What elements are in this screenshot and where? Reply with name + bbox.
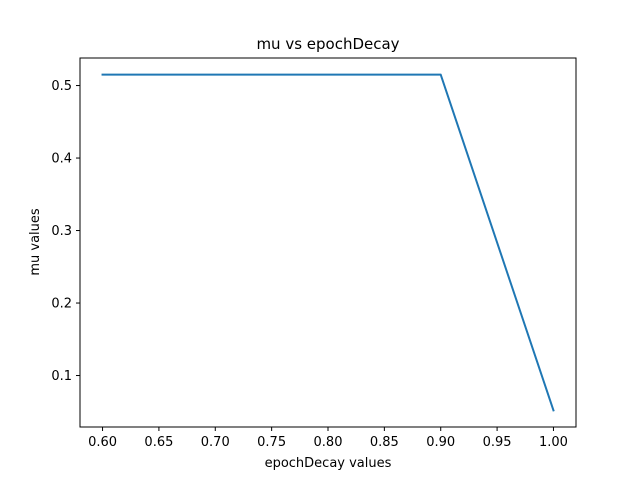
ticks-layer: 0.60 0.65 0.70 0.75 0.80 0.85 0.90 0.95 1.00 0.1 0…: [51, 79, 568, 450]
series-layer: [101, 73, 555, 412]
y-axis-label: mu values: [28, 208, 43, 276]
y-tick-label: 0.4: [51, 152, 72, 167]
x-tick-label: 0.65: [144, 435, 173, 450]
x-axis-label: epochDecay values: [265, 456, 392, 471]
x-tick-label: 0.90: [426, 435, 455, 450]
x-tick-label: 0.60: [88, 435, 117, 450]
x-tick-label: 0.70: [201, 435, 230, 450]
y-tick-label: 0.5: [51, 79, 72, 94]
y-tick-label: 0.1: [51, 369, 72, 384]
series-line: [101, 73, 555, 412]
x-tick-label: 0.80: [314, 435, 343, 450]
x-tick-label: 0.85: [370, 435, 399, 450]
y-tick-label: 0.3: [51, 224, 72, 239]
y-tick-label: 0.2: [51, 297, 72, 312]
plot-area-frame: [79, 57, 577, 428]
x-tick-label: 0.75: [257, 435, 286, 450]
x-tick-label: 0.95: [483, 435, 512, 450]
x-tick-label: 1.00: [539, 435, 568, 450]
chart-title: mu vs epochDecay: [256, 35, 399, 53]
